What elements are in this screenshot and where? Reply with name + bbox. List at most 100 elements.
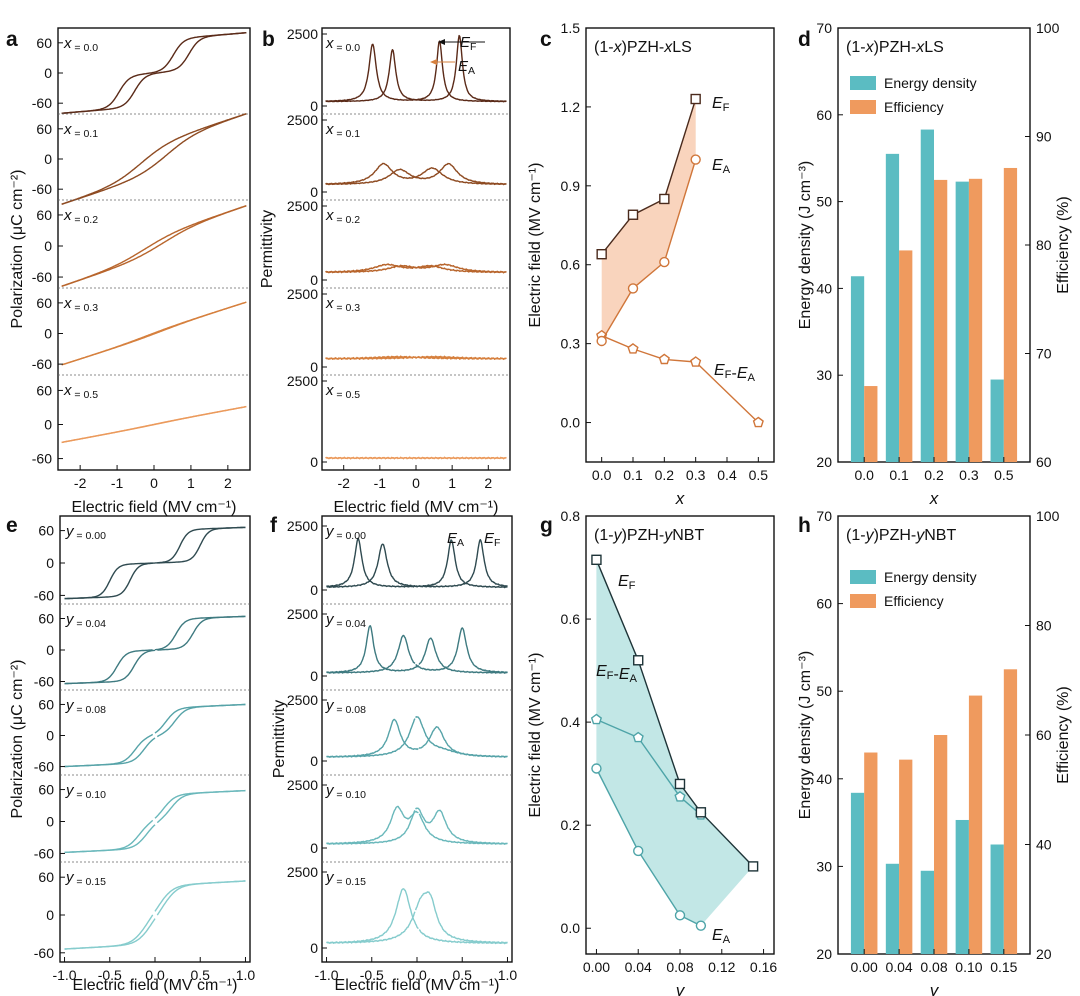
series-EF-point <box>633 655 644 666</box>
series-EF-point <box>747 861 759 872</box>
series-label: EF-EA <box>596 663 638 685</box>
annotation-EA: EA <box>458 58 475 77</box>
legend-label: Energy density <box>884 569 977 585</box>
pe-loop-branch <box>64 649 156 685</box>
permittivity-curve <box>418 539 508 589</box>
x-tick-label: -0.5 <box>98 967 122 983</box>
y-tick-label: 20 <box>816 946 832 962</box>
legend-swatch-energy <box>850 76 876 90</box>
x-tick-label: 0.16 <box>750 959 777 975</box>
shaded-region <box>601 99 696 341</box>
pe-loop-branch <box>156 880 246 916</box>
permittivity-curve <box>325 162 507 186</box>
sublabel: x = 0.2 <box>325 207 360 226</box>
panel-letter: f <box>270 514 278 537</box>
panel-letter: a <box>6 28 18 51</box>
series-EF-EA-line <box>596 718 702 816</box>
y-tick-label: 0 <box>310 454 318 470</box>
y-tick-label: 60 <box>36 382 52 398</box>
permittivity-curve <box>325 263 507 274</box>
energy-density-bar <box>850 792 865 954</box>
y-tick-label: 0 <box>310 98 318 114</box>
permittivity-curve <box>326 888 419 944</box>
energy-density-bar <box>920 129 934 462</box>
x-tick-label: 0.10 <box>955 959 982 975</box>
y-tick-label: 60 <box>816 107 832 123</box>
y-tick-label: -60 <box>32 451 52 467</box>
y-axis-label-left: Energy density (J cm⁻³) <box>797 651 814 819</box>
panel-letter: b <box>262 28 275 51</box>
permittivity-curve <box>326 810 416 845</box>
x-axis-label: Electric field (MV cm⁻¹) <box>72 499 237 516</box>
efficiency-bar <box>968 178 983 462</box>
series-label: EF <box>712 95 730 114</box>
x-tick-label: 2 <box>224 475 232 491</box>
y-tick-label-right: 70 <box>1036 346 1052 362</box>
y-tick-label-right: 90 <box>1036 129 1052 145</box>
y-tick-label: 2500 <box>287 112 318 128</box>
y-tick-label-right: 100 <box>1036 508 1060 524</box>
y-tick-label: 2500 <box>287 692 318 708</box>
series-EF-line <box>601 98 697 255</box>
y-tick-label: 60 <box>38 782 54 798</box>
pe-loop-branch <box>64 824 156 854</box>
x-axis-label: x <box>675 489 685 508</box>
pe-loop-branch <box>155 526 246 564</box>
series-EF-EA-point <box>674 790 686 802</box>
y-tick-label: 2500 <box>287 26 318 42</box>
x-tick-label: 0.00 <box>583 959 610 975</box>
energy-density-bar <box>885 863 900 954</box>
y-axis-label: Permittivity <box>259 210 276 288</box>
energy-density-bar <box>990 844 1004 954</box>
series-label: EA <box>712 927 731 946</box>
annotation-EF: EF <box>484 530 500 549</box>
y-tick-label: 60 <box>38 523 54 539</box>
y-tick-label: 0 <box>46 907 54 923</box>
y-tick-label: 0 <box>310 359 318 375</box>
plot-frame-b <box>321 27 511 471</box>
series-EA-point <box>690 154 701 165</box>
series-EA-point <box>633 845 644 857</box>
x-tick-label: -1.0 <box>314 967 338 983</box>
y-tick-label: 2500 <box>287 286 318 302</box>
efficiency-bar <box>899 759 913 954</box>
chart-title: (1-y)PZH-yNBT <box>594 527 704 544</box>
legend-label: Efficiency <box>884 99 944 115</box>
pe-loop-branch <box>64 649 153 685</box>
y-tick-label: 0 <box>310 582 318 598</box>
x-tick-label: -1 <box>374 475 387 491</box>
legend-label: Efficiency <box>884 593 944 609</box>
y-tick-label: 0 <box>310 184 318 200</box>
y-tick-label-right: 80 <box>1036 237 1052 253</box>
y-axis-label: Electric field (MV cm⁻¹) <box>527 163 544 328</box>
sublabel: y = 0.10 <box>325 782 366 801</box>
x-tick-label: 0 <box>412 475 420 491</box>
sublabel: x = 0.3 <box>63 295 98 314</box>
annotation-EA: EA <box>447 530 464 549</box>
pe-loop-branch <box>61 301 247 366</box>
panel-letter: g <box>540 514 553 537</box>
y-tick-label: 0.0 <box>561 415 581 431</box>
pe-loop-branch <box>157 615 246 651</box>
y-tick-label: 40 <box>816 280 832 296</box>
x-axis-label: Electric field (MV cm⁻¹) <box>335 977 500 994</box>
sublabel: x = 0.0 <box>63 35 98 54</box>
y-axis-label: Polarization (μC cm⁻²) <box>9 659 26 818</box>
pe-loop-branch <box>157 526 246 564</box>
sublabel: x = 0.5 <box>325 382 360 401</box>
x-axis-label: x <box>929 489 939 508</box>
y-tick-label: 60 <box>36 35 52 51</box>
x-tick-label: 0.15 <box>990 959 1017 975</box>
series-EF-point <box>690 93 701 105</box>
annotation-EF: EF <box>460 34 476 53</box>
series-EA-point <box>591 763 602 774</box>
y-tick-label: 0.8 <box>561 508 581 524</box>
series-EF-point <box>627 209 639 220</box>
y-tick-label: 0 <box>46 814 54 830</box>
x-tick-label: 1 <box>187 475 195 491</box>
x-tick-label: 0.3 <box>959 467 979 483</box>
x-tick-label: 0.00 <box>851 959 878 975</box>
permittivity-curve <box>326 543 415 588</box>
y-tick-label: 0.6 <box>561 611 581 627</box>
